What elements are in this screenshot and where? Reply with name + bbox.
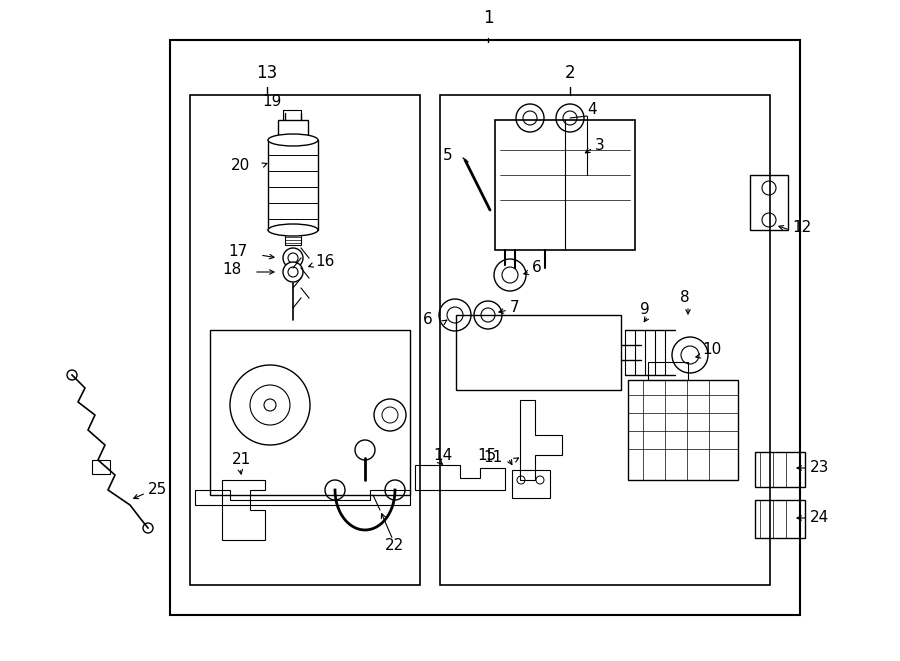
Bar xyxy=(628,380,738,480)
Ellipse shape xyxy=(268,224,318,236)
Bar xyxy=(512,470,550,498)
Bar xyxy=(285,230,301,245)
Text: 4: 4 xyxy=(587,102,597,118)
Text: 10: 10 xyxy=(702,342,721,358)
Text: 15: 15 xyxy=(478,447,497,463)
Text: 2: 2 xyxy=(564,64,575,82)
Text: 22: 22 xyxy=(385,537,404,553)
Bar xyxy=(92,460,110,474)
Text: 3: 3 xyxy=(595,137,605,153)
Text: 23: 23 xyxy=(810,461,830,475)
Text: 14: 14 xyxy=(433,447,452,463)
Text: 17: 17 xyxy=(229,245,248,260)
Circle shape xyxy=(283,262,303,282)
Text: 1: 1 xyxy=(482,9,493,27)
Text: 12: 12 xyxy=(792,221,811,235)
Bar xyxy=(648,362,688,380)
Text: 6: 6 xyxy=(423,313,433,327)
Bar xyxy=(456,315,621,390)
Text: 7: 7 xyxy=(510,299,519,315)
Text: 8: 8 xyxy=(680,290,689,305)
Ellipse shape xyxy=(268,134,318,146)
Bar xyxy=(440,95,770,585)
Text: 20: 20 xyxy=(230,157,250,173)
Bar xyxy=(268,140,318,230)
Bar xyxy=(755,452,805,487)
Circle shape xyxy=(288,267,298,277)
Circle shape xyxy=(67,370,77,380)
Bar xyxy=(190,95,420,585)
Text: 6: 6 xyxy=(532,260,542,276)
Text: 21: 21 xyxy=(232,453,251,467)
Text: 25: 25 xyxy=(148,483,167,498)
Text: 13: 13 xyxy=(256,64,277,82)
Text: 24: 24 xyxy=(810,510,829,525)
Bar xyxy=(170,40,800,615)
Bar xyxy=(495,120,635,250)
Bar xyxy=(755,500,805,538)
Text: 16: 16 xyxy=(315,254,335,270)
Text: 5: 5 xyxy=(444,147,453,163)
Text: 9: 9 xyxy=(640,303,650,317)
Circle shape xyxy=(143,523,153,533)
Circle shape xyxy=(283,248,303,268)
Text: 18: 18 xyxy=(223,262,242,278)
Text: 11: 11 xyxy=(484,451,503,465)
Bar xyxy=(278,120,308,140)
Bar xyxy=(750,175,788,230)
Circle shape xyxy=(264,399,276,411)
Bar xyxy=(210,330,410,495)
Circle shape xyxy=(288,253,298,263)
Text: 19: 19 xyxy=(262,95,282,110)
